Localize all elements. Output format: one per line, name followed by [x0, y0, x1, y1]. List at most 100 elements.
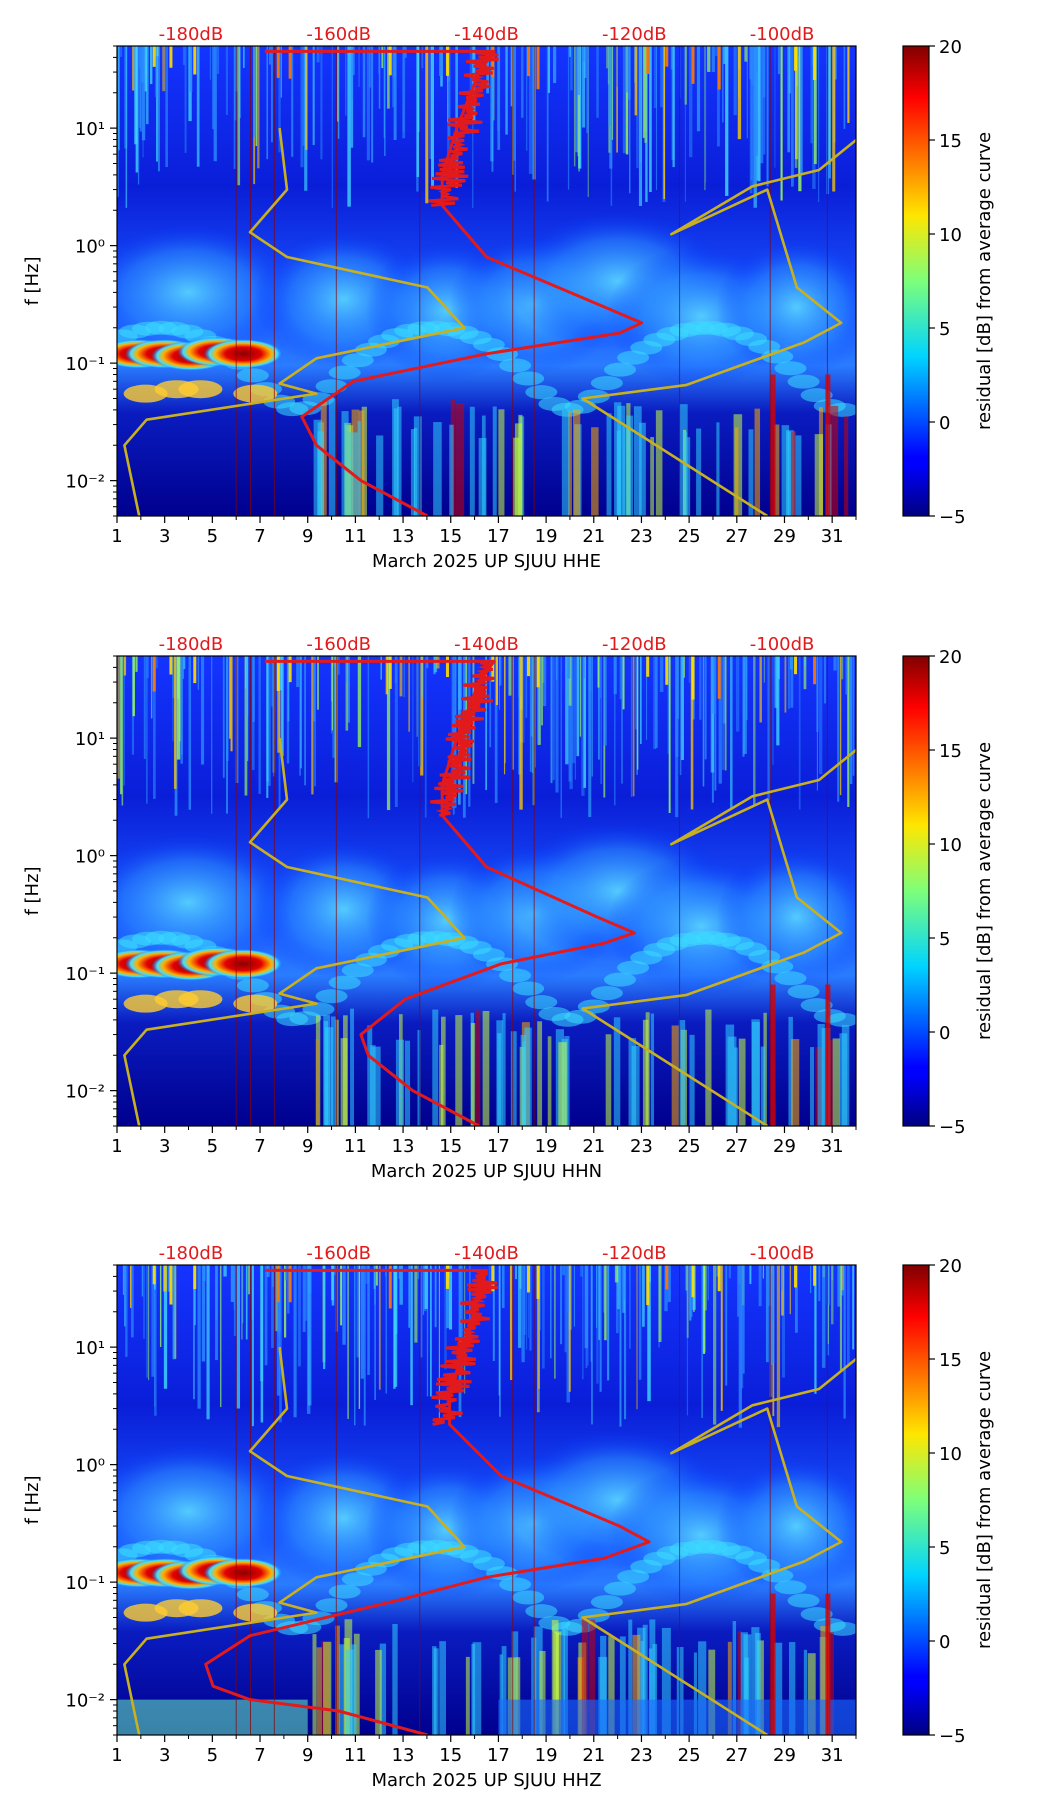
db-label: -160dB	[306, 24, 371, 45]
x-tick-label: 19	[535, 1745, 558, 1766]
colorbar-tick-label: 10	[939, 1444, 962, 1465]
db-label: -180dB	[159, 24, 224, 45]
y-tick-label: 10⁰	[75, 847, 105, 868]
db-label: -120dB	[602, 634, 667, 655]
y-tick-label: 10⁻²	[65, 472, 105, 493]
x-tick-label: 15	[439, 526, 462, 547]
colorbar-tick-label: 5	[939, 929, 950, 950]
colorbar-tick-label: 15	[939, 131, 962, 152]
colorbar-tick-label: 0	[939, 413, 950, 434]
x-tick-label: 3	[159, 1136, 170, 1157]
x-tick-label: 15	[439, 1136, 462, 1157]
nlnm-curve	[123, 127, 466, 516]
colorbar-gradient	[902, 655, 930, 1127]
colorbar-tick-label: 15	[939, 741, 962, 762]
x-axis-label: March 2025 UP SJUU HHN	[371, 1161, 602, 1182]
y-tick-label: 10¹	[75, 1338, 105, 1359]
x-tick-label: 27	[725, 1136, 748, 1157]
nhnm-curve	[581, 748, 856, 1126]
x-tick-label: 13	[392, 1745, 415, 1766]
colorbar-tick-label: −5	[939, 1726, 966, 1747]
y-axis-label: f [Hz]	[22, 866, 43, 915]
x-tick-label: 3	[159, 1745, 170, 1766]
y-tick-label: 10¹	[75, 729, 105, 750]
colorbar-tick-label: 5	[939, 1538, 950, 1559]
x-tick-label: 23	[630, 1136, 653, 1157]
colorbar-tick-label: 10	[939, 835, 962, 856]
colorbar: −5 0 5 10 15 20 residual [dB] from average cur…	[902, 1256, 995, 1747]
x-tick-label: 17	[487, 1136, 510, 1157]
x-tick-label: 5	[207, 1136, 218, 1157]
db-label: -120dB	[602, 24, 667, 45]
colorbar-label: residual [dB] from average curve	[974, 1351, 995, 1649]
db-label: -160dB	[306, 634, 371, 655]
x-tick-label: 21	[582, 1745, 605, 1766]
spectrogram-image	[117, 1265, 856, 1735]
y-axis-label: f [Hz]	[22, 1475, 43, 1524]
colorbar-tick-label: 5	[939, 319, 950, 340]
x-tick-label: 15	[439, 1745, 462, 1766]
nlnm-curve	[123, 1346, 466, 1735]
x-tick-label: 1	[111, 1745, 122, 1766]
colorbar-tick-label: 20	[939, 37, 962, 58]
colorbar-tick-label: 10	[939, 225, 962, 246]
db-label: -180dB	[159, 634, 224, 655]
x-tick-label: 7	[254, 1136, 265, 1157]
x-tick-label: 23	[630, 1745, 653, 1766]
x-tick-label: 9	[302, 1136, 313, 1157]
x-tick-label: 11	[344, 1745, 367, 1766]
db-label: -120dB	[602, 1243, 667, 1264]
x-tick-label: 31	[821, 1745, 844, 1766]
colorbar: −5 0 5 10 15 20 residual [dB] from average cur…	[902, 37, 995, 528]
median-psd-hf-curve	[431, 1270, 499, 1426]
x-tick-label: 25	[678, 1745, 701, 1766]
colorbar-gradient	[902, 45, 930, 517]
y-tick-label: 10⁻¹	[65, 964, 105, 985]
db-label: -140dB	[454, 24, 519, 45]
x-tick-label: 21	[582, 526, 605, 547]
y-axis-label: f [Hz]	[22, 256, 43, 305]
median-psd-hf-curve	[430, 661, 495, 817]
db-label: -100dB	[750, 24, 815, 45]
x-tick-label: 25	[678, 526, 701, 547]
x-axis-label: March 2025 UP SJUU HHZ	[371, 1770, 601, 1791]
x-tick-label: 9	[302, 1745, 313, 1766]
x-tick-label: 27	[725, 1745, 748, 1766]
colorbar-tick-label: −5	[939, 507, 966, 528]
x-tick-label: 7	[254, 526, 265, 547]
median-psd-hf-curve	[428, 51, 499, 207]
x-tick-label: 11	[344, 1136, 367, 1157]
colorbar: −5 0 5 10 15 20 residual [dB] from average cur…	[902, 647, 995, 1138]
x-tick-label: 17	[487, 526, 510, 547]
x-tick-label: 29	[773, 526, 796, 547]
y-tick-label: 10¹	[75, 119, 105, 140]
x-tick-label: 7	[254, 1745, 265, 1766]
spectrogram-image	[117, 46, 856, 516]
y-tick-label: 10⁰	[75, 1456, 105, 1477]
colorbar-tick-label: 20	[939, 1256, 962, 1277]
x-tick-label: 17	[487, 1745, 510, 1766]
db-label: -100dB	[750, 1243, 815, 1264]
x-tick-label: 29	[773, 1745, 796, 1766]
x-axis-label: March 2025 UP SJUU HHE	[372, 551, 601, 572]
x-tick-label: 31	[821, 1136, 844, 1157]
x-tick-label: 19	[535, 526, 558, 547]
x-tick-label: 27	[725, 526, 748, 547]
colorbar-gradient	[902, 1264, 930, 1736]
x-tick-label: 5	[207, 526, 218, 547]
x-tick-label: 31	[821, 526, 844, 547]
colorbar-label: residual [dB] from average curve	[974, 132, 995, 430]
x-tick-label: 23	[630, 526, 653, 547]
colorbar-label: residual [dB] from average curve	[974, 742, 995, 1040]
x-tick-label: 29	[773, 1136, 796, 1157]
colorbar-tick-label: 0	[939, 1632, 950, 1653]
x-tick-label: 9	[302, 526, 313, 547]
db-label: -140dB	[454, 634, 519, 655]
x-tick-label: 25	[678, 1136, 701, 1157]
x-tick-label: 11	[344, 526, 367, 547]
x-tick-label: 19	[535, 1136, 558, 1157]
x-tick-label: 1	[111, 526, 122, 547]
